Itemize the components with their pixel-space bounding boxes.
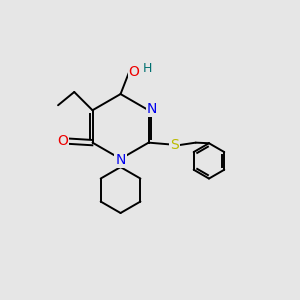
Text: O: O (57, 134, 68, 148)
Text: N: N (147, 102, 157, 116)
Text: S: S (170, 138, 179, 152)
Text: N: N (116, 153, 126, 167)
Text: O: O (129, 65, 140, 79)
Text: H: H (142, 62, 152, 75)
